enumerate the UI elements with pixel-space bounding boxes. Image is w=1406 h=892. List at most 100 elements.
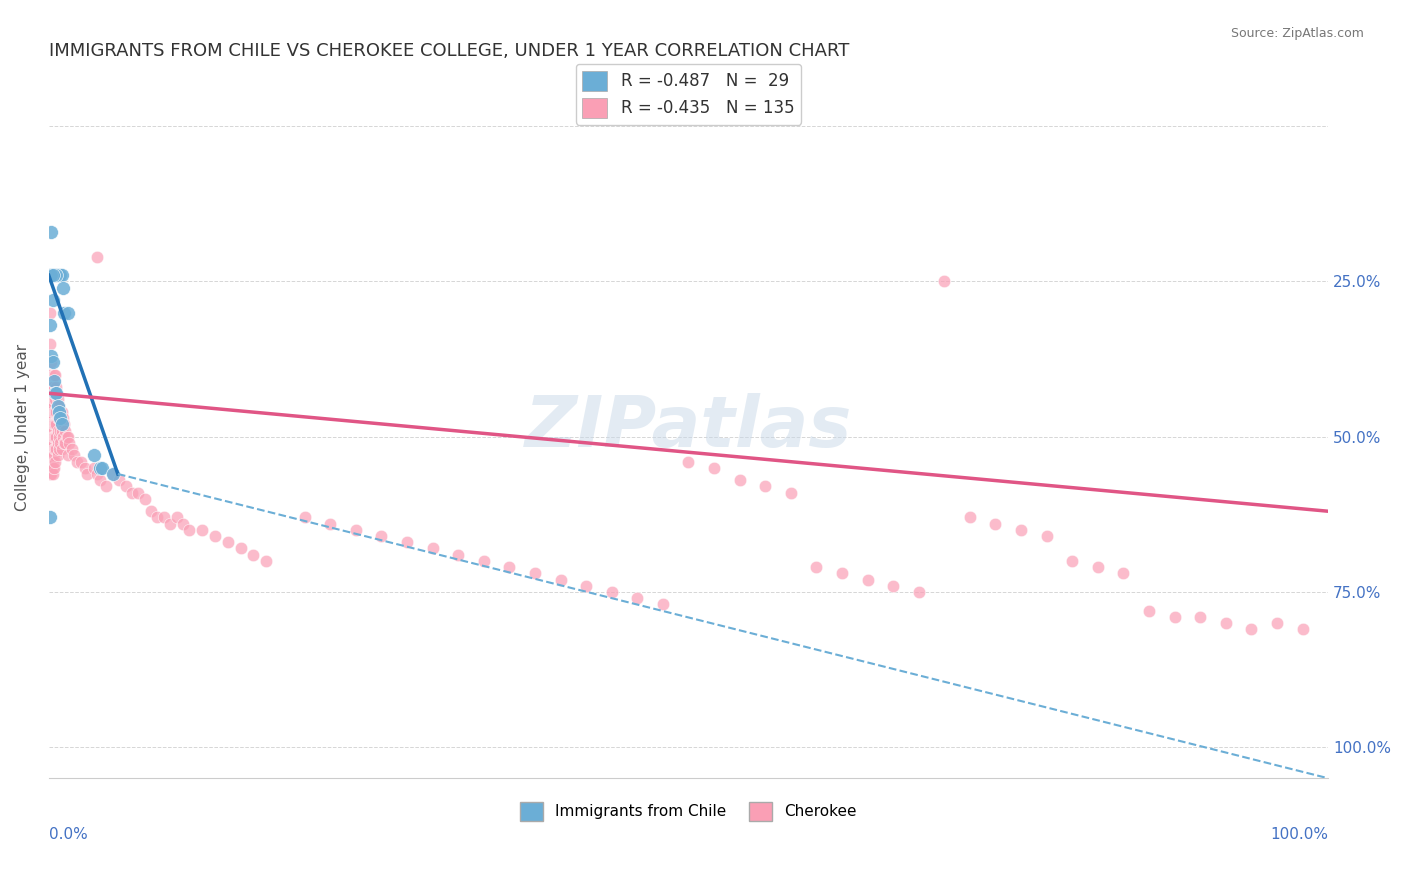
Point [39,268,62,283]
Point [42,405,65,419]
Point [41,436,63,450]
Point [44,454,66,468]
Point [204,529,226,543]
Point [101,467,124,481]
Point [959,510,981,524]
Point [45,405,67,419]
Point [51,417,73,432]
Point [1087,560,1109,574]
Point [45,442,67,457]
Point [44,442,66,457]
Point [626,591,648,606]
Point [1062,554,1084,568]
Point [45,417,67,432]
Point [83,448,105,462]
Point [166,510,188,524]
Point [39,467,62,481]
Point [76,467,98,481]
Point [139,504,162,518]
Point [191,523,214,537]
Point [179,523,201,537]
Point [46,448,69,462]
Point [60,442,83,457]
Point [39,467,62,481]
Point [51,442,73,457]
Point [172,516,194,531]
Point [42,374,65,388]
Point [101,467,124,481]
Point [1265,615,1288,630]
Point [66,454,89,468]
Point [49,405,72,419]
Point [44,386,66,401]
Point [39,411,62,425]
Point [46,424,69,438]
Point [1035,529,1057,543]
Point [41,460,63,475]
Point [39,460,62,475]
Text: Source: ZipAtlas.com: Source: ZipAtlas.com [1230,27,1364,40]
Point [114,479,136,493]
Point [1112,566,1135,581]
Point [984,516,1007,531]
Point [217,535,239,549]
Point [38,386,60,401]
Point [39,424,62,438]
Point [46,411,69,425]
Point [39,448,62,462]
Point [46,392,69,407]
Text: IMMIGRANTS FROM CHILE VS CHEROKEE COLLEGE, UNDER 1 YEAR CORRELATION CHART: IMMIGRANTS FROM CHILE VS CHEROKEE COLLEG… [49,42,849,60]
Point [41,448,63,462]
Point [89,473,111,487]
Point [73,460,96,475]
Point [39,392,62,407]
Point [96,479,118,493]
Point [55,430,77,444]
Point [46,436,69,450]
Point [39,305,62,319]
Point [550,573,572,587]
Point [319,516,342,531]
Point [39,399,62,413]
Point [472,554,495,568]
Point [39,436,62,450]
Point [49,411,72,425]
Point [56,430,79,444]
Point [44,268,66,283]
Point [83,460,105,475]
Point [55,436,77,450]
Point [39,411,62,425]
Point [1163,609,1185,624]
Point [39,405,62,419]
Point [523,566,546,581]
Point [39,349,62,363]
Point [108,473,131,487]
Point [1137,604,1160,618]
Point [41,417,63,432]
Point [69,454,91,468]
Point [159,516,181,531]
Point [42,417,65,432]
Point [63,448,86,462]
Point [53,305,76,319]
Point [41,355,63,369]
Point [45,430,67,444]
Point [48,430,70,444]
Point [728,473,751,487]
Point [498,560,520,574]
Point [153,510,176,524]
Point [1291,622,1313,636]
Point [703,460,725,475]
Point [39,268,62,283]
Point [831,566,853,581]
Point [51,424,73,438]
Point [48,411,70,425]
Point [42,268,65,283]
Point [294,510,316,524]
Point [42,448,65,462]
Point [56,305,79,319]
Point [39,430,62,444]
Point [41,430,63,444]
Point [39,454,62,468]
Point [49,436,72,450]
